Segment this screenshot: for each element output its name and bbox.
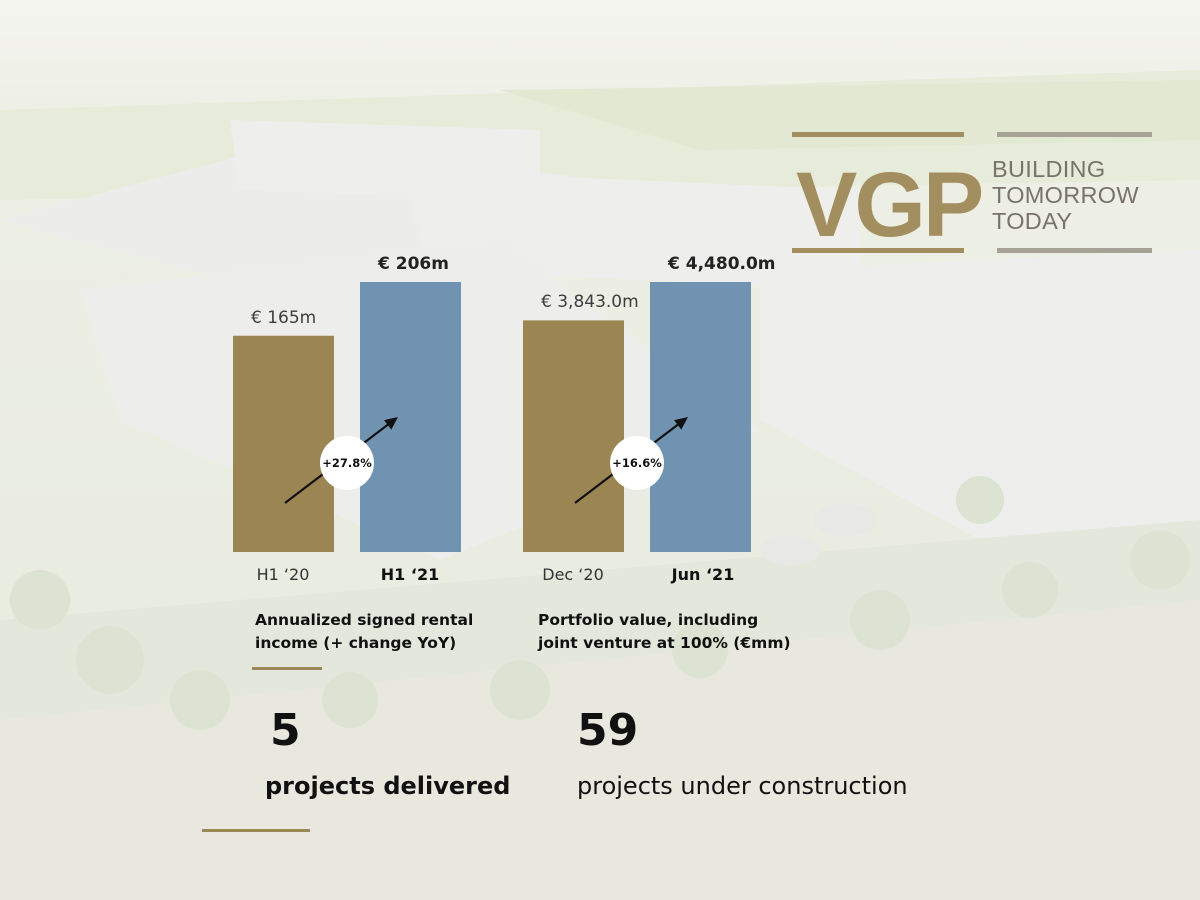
trend-arrow-icon [384, 417, 398, 430]
bar-jun-21 [650, 282, 751, 552]
tagline: BUILDING TOMORROW TODAY [992, 156, 1162, 234]
projects-delivered-label: projects delivered [265, 772, 511, 800]
category-label-h1-20: H1 ‘20 [256, 565, 310, 584]
bar-h1-21 [360, 282, 461, 552]
value-label-h1-20: € 165m [251, 307, 317, 328]
bar-h1-20 [233, 335, 334, 552]
category-label-dec-20: Dec ‘20 [542, 565, 604, 584]
portfolio-value-chart: +16.6% € 3,843.0m € 4,480.0m [490, 240, 790, 560]
change-badge [610, 436, 664, 490]
projects-under-construction-value: 59 [577, 705, 639, 756]
tagline-line-2: TOMORROW [992, 182, 1139, 208]
svg-text:VGP: VGP [796, 154, 982, 256]
trend-arrow-icon [674, 417, 688, 430]
tagline-line-3: TODAY [992, 208, 1073, 234]
value-label-h1-21: € 206m [378, 254, 449, 274]
value-label-dec-20: € 3,843.0m [541, 292, 639, 313]
projects-delivered-value: 5 [270, 705, 301, 756]
category-label-h1-21: H1 ‘21 [380, 565, 440, 584]
tagline-line-1: BUILDING [992, 156, 1106, 182]
category-label-jun-21: Jun ‘21 [671, 565, 735, 584]
caption-rule [252, 667, 322, 670]
change-badge [320, 436, 374, 490]
rental-income-caption: Annualized signed rental income (+ chang… [255, 611, 474, 652]
value-label-jun-21: € 4,480.0m [668, 254, 776, 274]
rental-income-chart: +27.8% € 165m € 206m [200, 240, 500, 560]
kpi-rule [202, 829, 310, 832]
projects-under-construction-label: projects under construction [577, 772, 908, 800]
change-label: +27.8% [322, 456, 372, 470]
change-label: +16.6% [612, 456, 662, 470]
vgp-logo: VGP [792, 132, 1152, 256]
portfolio-value-caption: Portfolio value, including joint venture… [538, 611, 791, 652]
bar-dec-20 [523, 320, 624, 552]
